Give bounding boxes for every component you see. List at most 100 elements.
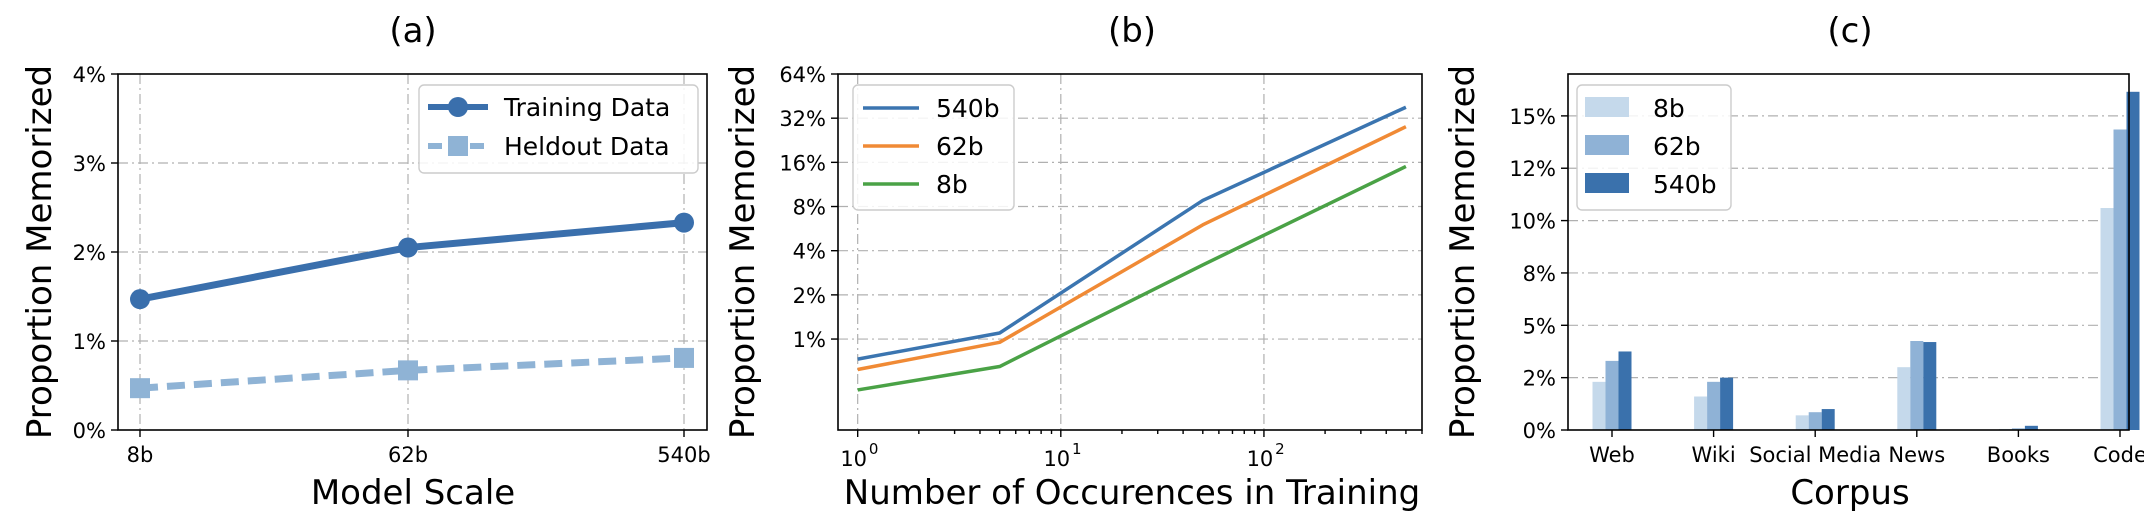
panel-b-ytick-label: 64% <box>779 63 826 87</box>
panel-c-xtick-label: Code <box>2093 443 2144 467</box>
legend-bar-8b-label: 8b <box>1653 94 1685 123</box>
legend-training-label: Training Data <box>503 93 670 122</box>
panel-a-ytick-label: 3% <box>73 152 106 176</box>
panel-b-series-8b-line <box>857 164 1407 392</box>
panel-c-ytick-label: 5% <box>1523 314 1556 338</box>
panel-b: (b) 1%2%4%8%16%32%64%10 0 10 1 10 2 Number of… <box>723 11 1423 513</box>
panel-c-xtick-label: News <box>1888 443 1945 467</box>
legend-540b-label: 540b <box>936 94 1000 123</box>
legend-62b-label: 62b <box>936 132 984 161</box>
panel-a-point <box>130 378 150 399</box>
panel-c-ticks: 0% 2% 5% 8% 10% 12% 15% Web Wiki Social Media News… <box>1509 105 2144 467</box>
panel-a-point <box>398 360 418 381</box>
panel-c-xtick-label: Books <box>1987 443 2050 467</box>
legend-bar-540b-label: 540b <box>1653 170 1717 199</box>
panel-a-xtick-label: 62b <box>388 443 428 467</box>
panel-b-title: (b) <box>1108 11 1156 51</box>
panel-c-xtick-label: Web <box>1589 443 1635 467</box>
panel-c-legend: 8b 62b 540b <box>1576 84 1732 211</box>
panel-c-bar-8b-wiki <box>1694 396 1708 430</box>
panel-c-bar-8b-social-media <box>1795 415 1809 430</box>
panel-c-ytick-label: 10% <box>1509 210 1556 234</box>
panel-c-bar-540b-wiki <box>1720 377 1734 430</box>
panel-a-point <box>674 347 694 368</box>
panel-b-xlabel: Number of Occurences in Training <box>844 473 1420 513</box>
panel-a-legend-box <box>418 84 699 174</box>
panel-c-ytick-label: 12% <box>1509 157 1556 181</box>
panel-b-ytick-label: 2% <box>793 284 826 308</box>
panel-c-ytick-label: 15% <box>1509 105 1556 129</box>
legend-heldout-label: Heldout Data <box>504 132 670 161</box>
panel-c-bar-62b-books <box>2011 428 2025 430</box>
panel-c-xtick-label: Social Media <box>1749 443 1881 467</box>
panel-c-title: (c) <box>1827 11 1872 51</box>
panel-a-ytick-label: 1% <box>73 330 106 354</box>
panel-b-ticks: 1%2%4%8%16%32%64%10 0 10 1 10 2 <box>779 63 1423 471</box>
panel-c-ylabel: Proportion Memorized <box>1443 65 1483 439</box>
panel-a-legend: Training Data Heldout Data <box>418 84 699 174</box>
panel-c-bar-8b-news <box>1897 367 1911 430</box>
panel-b-legend: 540b 62b 8b <box>852 84 1015 211</box>
legend-8b-label: 8b <box>936 170 968 199</box>
panel-b-xtick-label: 10 <box>840 447 867 471</box>
legend-heldout-marker <box>448 136 468 156</box>
legend-training-marker <box>448 97 468 117</box>
panel-b-series-540b-line <box>857 105 1407 361</box>
panel-a-point <box>398 237 418 258</box>
panel-c-bar-62b-social-media <box>1808 412 1822 430</box>
panel-c-ytick-label: 0% <box>1523 419 1556 443</box>
panel-c-bar-62b-wiki <box>1707 381 1721 430</box>
panel-c-bar-62b-web <box>1605 360 1619 430</box>
panel-b-xtick-exponent: 1 <box>1072 440 1082 458</box>
panel-c-bar-540b-books <box>2024 425 2038 430</box>
panel-c-bar-8b-code <box>2100 208 2114 430</box>
panel-c-ytick-label: 8% <box>1523 262 1556 286</box>
legend-bar-62b-label: 62b <box>1653 132 1701 161</box>
legend-bar-62b-swatch <box>1585 135 1629 155</box>
panel-a-series-line <box>139 354 685 392</box>
panel-c-bar-540b-web <box>1618 351 1632 430</box>
panel-c: (c) 0% 2% 5% 8% 10% 12% 15% Web Wiki Social Media… <box>1443 11 2144 513</box>
panel-b-ytick-label: 4% <box>793 240 826 264</box>
panel-c-ytick-label: 2% <box>1523 367 1556 391</box>
panel-c-xlabel: Corpus <box>1790 473 1909 513</box>
panel-b-xtick-exponent: 0 <box>869 440 879 458</box>
panel-c-grid <box>1568 115 2129 379</box>
panel-b-ytick-label: 1% <box>793 328 826 352</box>
panel-a-point <box>674 212 694 233</box>
panel-c-bar-62b-code <box>2113 129 2127 430</box>
panel-b-series-62b-line <box>857 125 1407 372</box>
panel-a-ylabel: Proportion Memorized <box>20 65 60 439</box>
panel-c-bar-8b-web <box>1592 381 1606 430</box>
panel-b-legend-box <box>852 84 1015 211</box>
panel-a: (a) 0% 1% 2% 3% 4% 8b 62b 540b Model Scale Prop… <box>20 11 711 513</box>
panel-b-xtick-exponent: 2 <box>1275 440 1285 458</box>
panel-a-ticks: 0% 1% 2% 3% 4% 8b 62b 540b <box>73 63 711 467</box>
panel-b-ylabel: Proportion Memorized <box>723 65 763 439</box>
panel-a-xlabel: Model Scale <box>311 473 515 513</box>
panel-a-xtick-label: 8b <box>127 443 154 467</box>
legend-bar-8b-swatch <box>1585 97 1629 117</box>
panel-a-plot-area <box>130 212 694 399</box>
panel-c-bar-62b-news <box>1910 341 1924 430</box>
panel-c-frame <box>1567 73 2130 431</box>
panel-b-frame <box>837 73 1423 431</box>
panel-b-xtick-label: 10 <box>1043 447 1070 471</box>
panel-b-ytick-label: 16% <box>779 151 826 175</box>
panel-c-xtick-label: Wiki <box>1692 443 1736 467</box>
panel-c-bar-540b-news <box>1923 342 1937 430</box>
legend-bar-540b-swatch <box>1585 173 1629 193</box>
panel-b-ytick-label: 32% <box>779 107 826 131</box>
panel-a-series-line <box>139 219 685 303</box>
panel-a-ytick-label: 2% <box>73 241 106 265</box>
panel-a-xtick-label: 540b <box>657 443 710 467</box>
panel-b-xtick-label: 10 <box>1247 447 1274 471</box>
panel-b-ytick-label: 8% <box>793 196 826 220</box>
panel-b-plot-area <box>857 105 1407 392</box>
panel-c-bar-540b-social-media <box>1821 409 1835 430</box>
panel-a-point <box>130 289 150 310</box>
panel-a-ytick-label: 4% <box>73 63 106 87</box>
panel-a-ytick-label: 0% <box>73 419 106 443</box>
panel-a-title: (a) <box>389 11 436 51</box>
